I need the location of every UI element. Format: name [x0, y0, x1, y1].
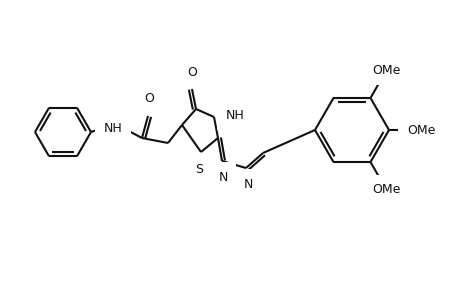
Text: N: N: [218, 171, 227, 184]
Text: OMe: OMe: [371, 64, 400, 77]
Text: O: O: [187, 66, 196, 79]
Text: NH: NH: [225, 109, 244, 122]
Text: S: S: [195, 163, 202, 176]
Text: N: N: [243, 178, 252, 191]
Text: OMe: OMe: [406, 124, 434, 136]
Text: O: O: [144, 92, 154, 105]
Text: NH: NH: [103, 122, 122, 134]
Text: OMe: OMe: [371, 183, 400, 196]
